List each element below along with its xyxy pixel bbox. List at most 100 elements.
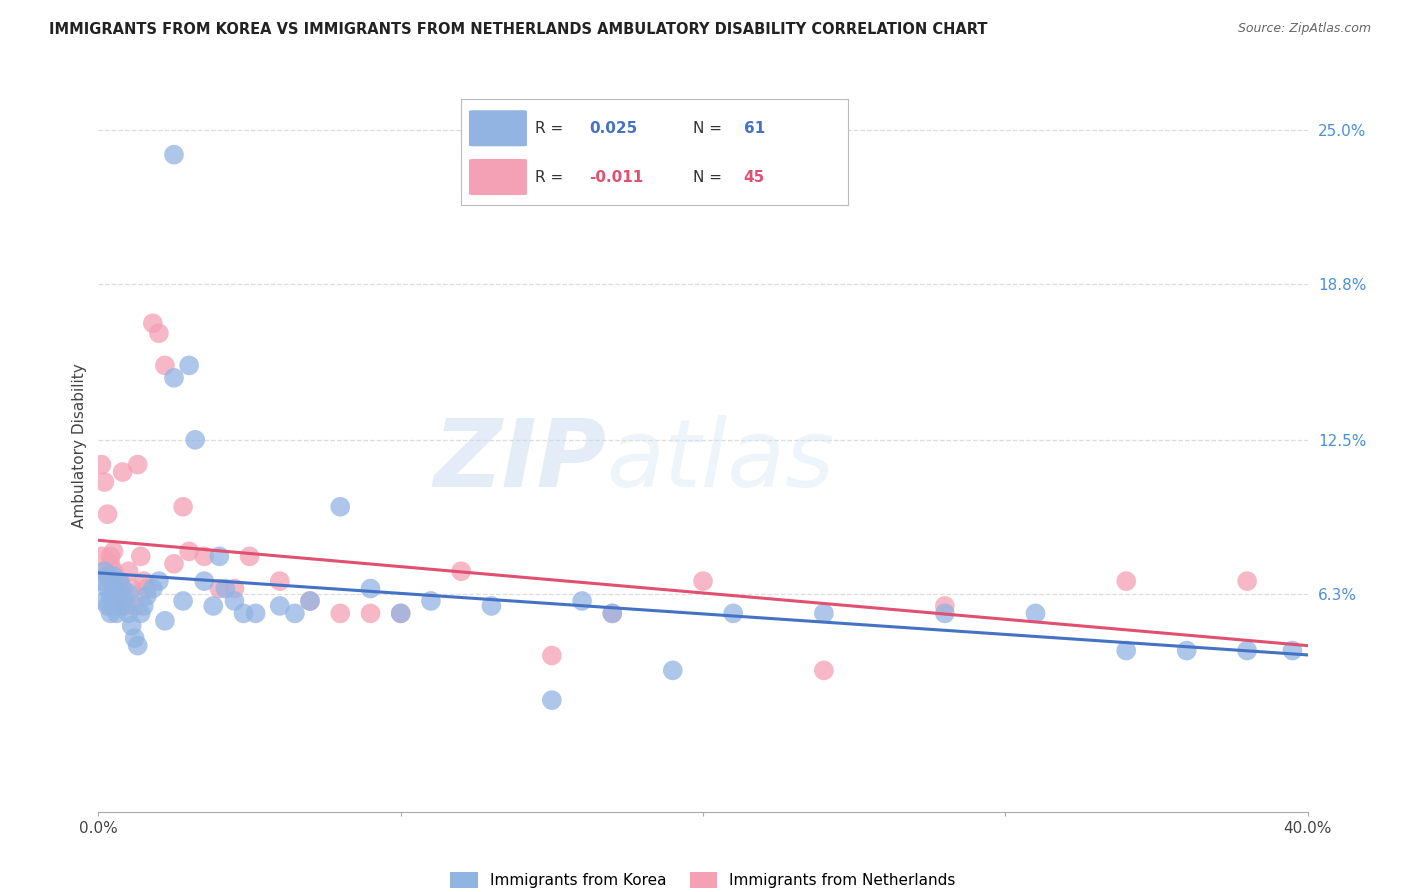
Point (129, 549, 152, 564)
Point (135, 582, 157, 596)
Point (108, 574, 131, 588)
Point (934, 599, 956, 613)
Point (96, 569, 118, 583)
Point (111, 582, 134, 596)
Text: 0.025: 0.025 (589, 120, 637, 136)
Point (111, 465, 134, 479)
Legend: Immigrants from Korea, Immigrants from Netherlands: Immigrants from Korea, Immigrants from N… (450, 872, 956, 888)
Point (100, 589, 122, 603)
Point (93, 564, 115, 578)
Point (662, 664, 685, 678)
Point (93, 594, 115, 608)
Point (124, 599, 146, 613)
Point (540, 693, 562, 707)
Point (114, 599, 136, 613)
Point (93, 475, 115, 489)
Point (602, 607, 624, 621)
Point (142, 582, 165, 596)
Point (129, 607, 152, 621)
Point (245, 607, 267, 621)
FancyBboxPatch shape (470, 159, 527, 195)
Point (813, 664, 835, 678)
Point (172, 594, 194, 608)
Point (124, 631, 146, 645)
Point (163, 371, 186, 385)
Point (208, 549, 231, 564)
Point (121, 619, 143, 633)
Point (299, 594, 322, 608)
Point (389, 607, 412, 621)
Point (208, 582, 231, 596)
Point (1115, 574, 1137, 588)
Point (193, 549, 215, 564)
Point (90, 458, 112, 472)
Text: IMMIGRANTS FROM KOREA VS IMMIGRANTS FROM NETHERLANDS AMBULATORY DISABILITY CORRE: IMMIGRANTS FROM KOREA VS IMMIGRANTS FROM… (49, 22, 987, 37)
Point (184, 433, 207, 447)
Point (1281, 643, 1303, 657)
Point (105, 594, 128, 608)
Point (148, 326, 170, 341)
Point (111, 599, 134, 613)
Point (90, 549, 112, 564)
Point (193, 574, 215, 588)
FancyBboxPatch shape (470, 111, 527, 146)
Point (105, 582, 128, 596)
Point (153, 359, 176, 373)
Point (723, 607, 745, 621)
Point (214, 582, 236, 596)
Text: atlas: atlas (606, 415, 835, 506)
Point (202, 599, 225, 613)
Point (299, 594, 322, 608)
Point (118, 586, 141, 600)
Point (329, 500, 352, 514)
Point (90, 574, 112, 588)
Point (127, 458, 149, 472)
Point (132, 574, 155, 588)
Point (135, 589, 157, 603)
Text: 45: 45 (744, 169, 765, 185)
Point (163, 557, 186, 571)
Point (450, 564, 472, 578)
Point (103, 582, 125, 596)
Text: -0.011: -0.011 (589, 169, 643, 185)
Point (96, 507, 118, 521)
Point (108, 574, 131, 588)
Y-axis label: Ambulatory Disability: Ambulatory Disability (72, 364, 87, 528)
Text: Source: ZipAtlas.com: Source: ZipAtlas.com (1237, 22, 1371, 36)
Point (179, 544, 201, 558)
Point (269, 574, 291, 588)
Point (1115, 643, 1137, 657)
Point (96, 599, 118, 613)
Point (100, 549, 122, 564)
Point (284, 607, 307, 621)
Point (692, 574, 714, 588)
Point (360, 607, 382, 621)
Point (934, 607, 956, 621)
Point (127, 639, 149, 653)
Point (103, 564, 125, 578)
Text: N =: N = (693, 169, 723, 185)
Point (114, 594, 136, 608)
Point (239, 549, 262, 564)
Point (269, 599, 291, 613)
Point (132, 599, 155, 613)
Point (142, 316, 165, 330)
Point (172, 500, 194, 514)
Point (389, 607, 412, 621)
Point (118, 607, 141, 621)
Text: R =: R = (534, 120, 562, 136)
Point (148, 574, 170, 588)
Point (360, 582, 382, 596)
Point (103, 569, 125, 583)
Point (163, 147, 186, 161)
Point (103, 599, 125, 613)
Point (103, 544, 125, 558)
Point (1175, 643, 1198, 657)
Point (96, 582, 118, 596)
Point (179, 359, 201, 373)
Point (100, 607, 122, 621)
Point (1024, 607, 1046, 621)
Point (571, 594, 593, 608)
Point (105, 607, 128, 621)
Text: 61: 61 (744, 120, 765, 136)
